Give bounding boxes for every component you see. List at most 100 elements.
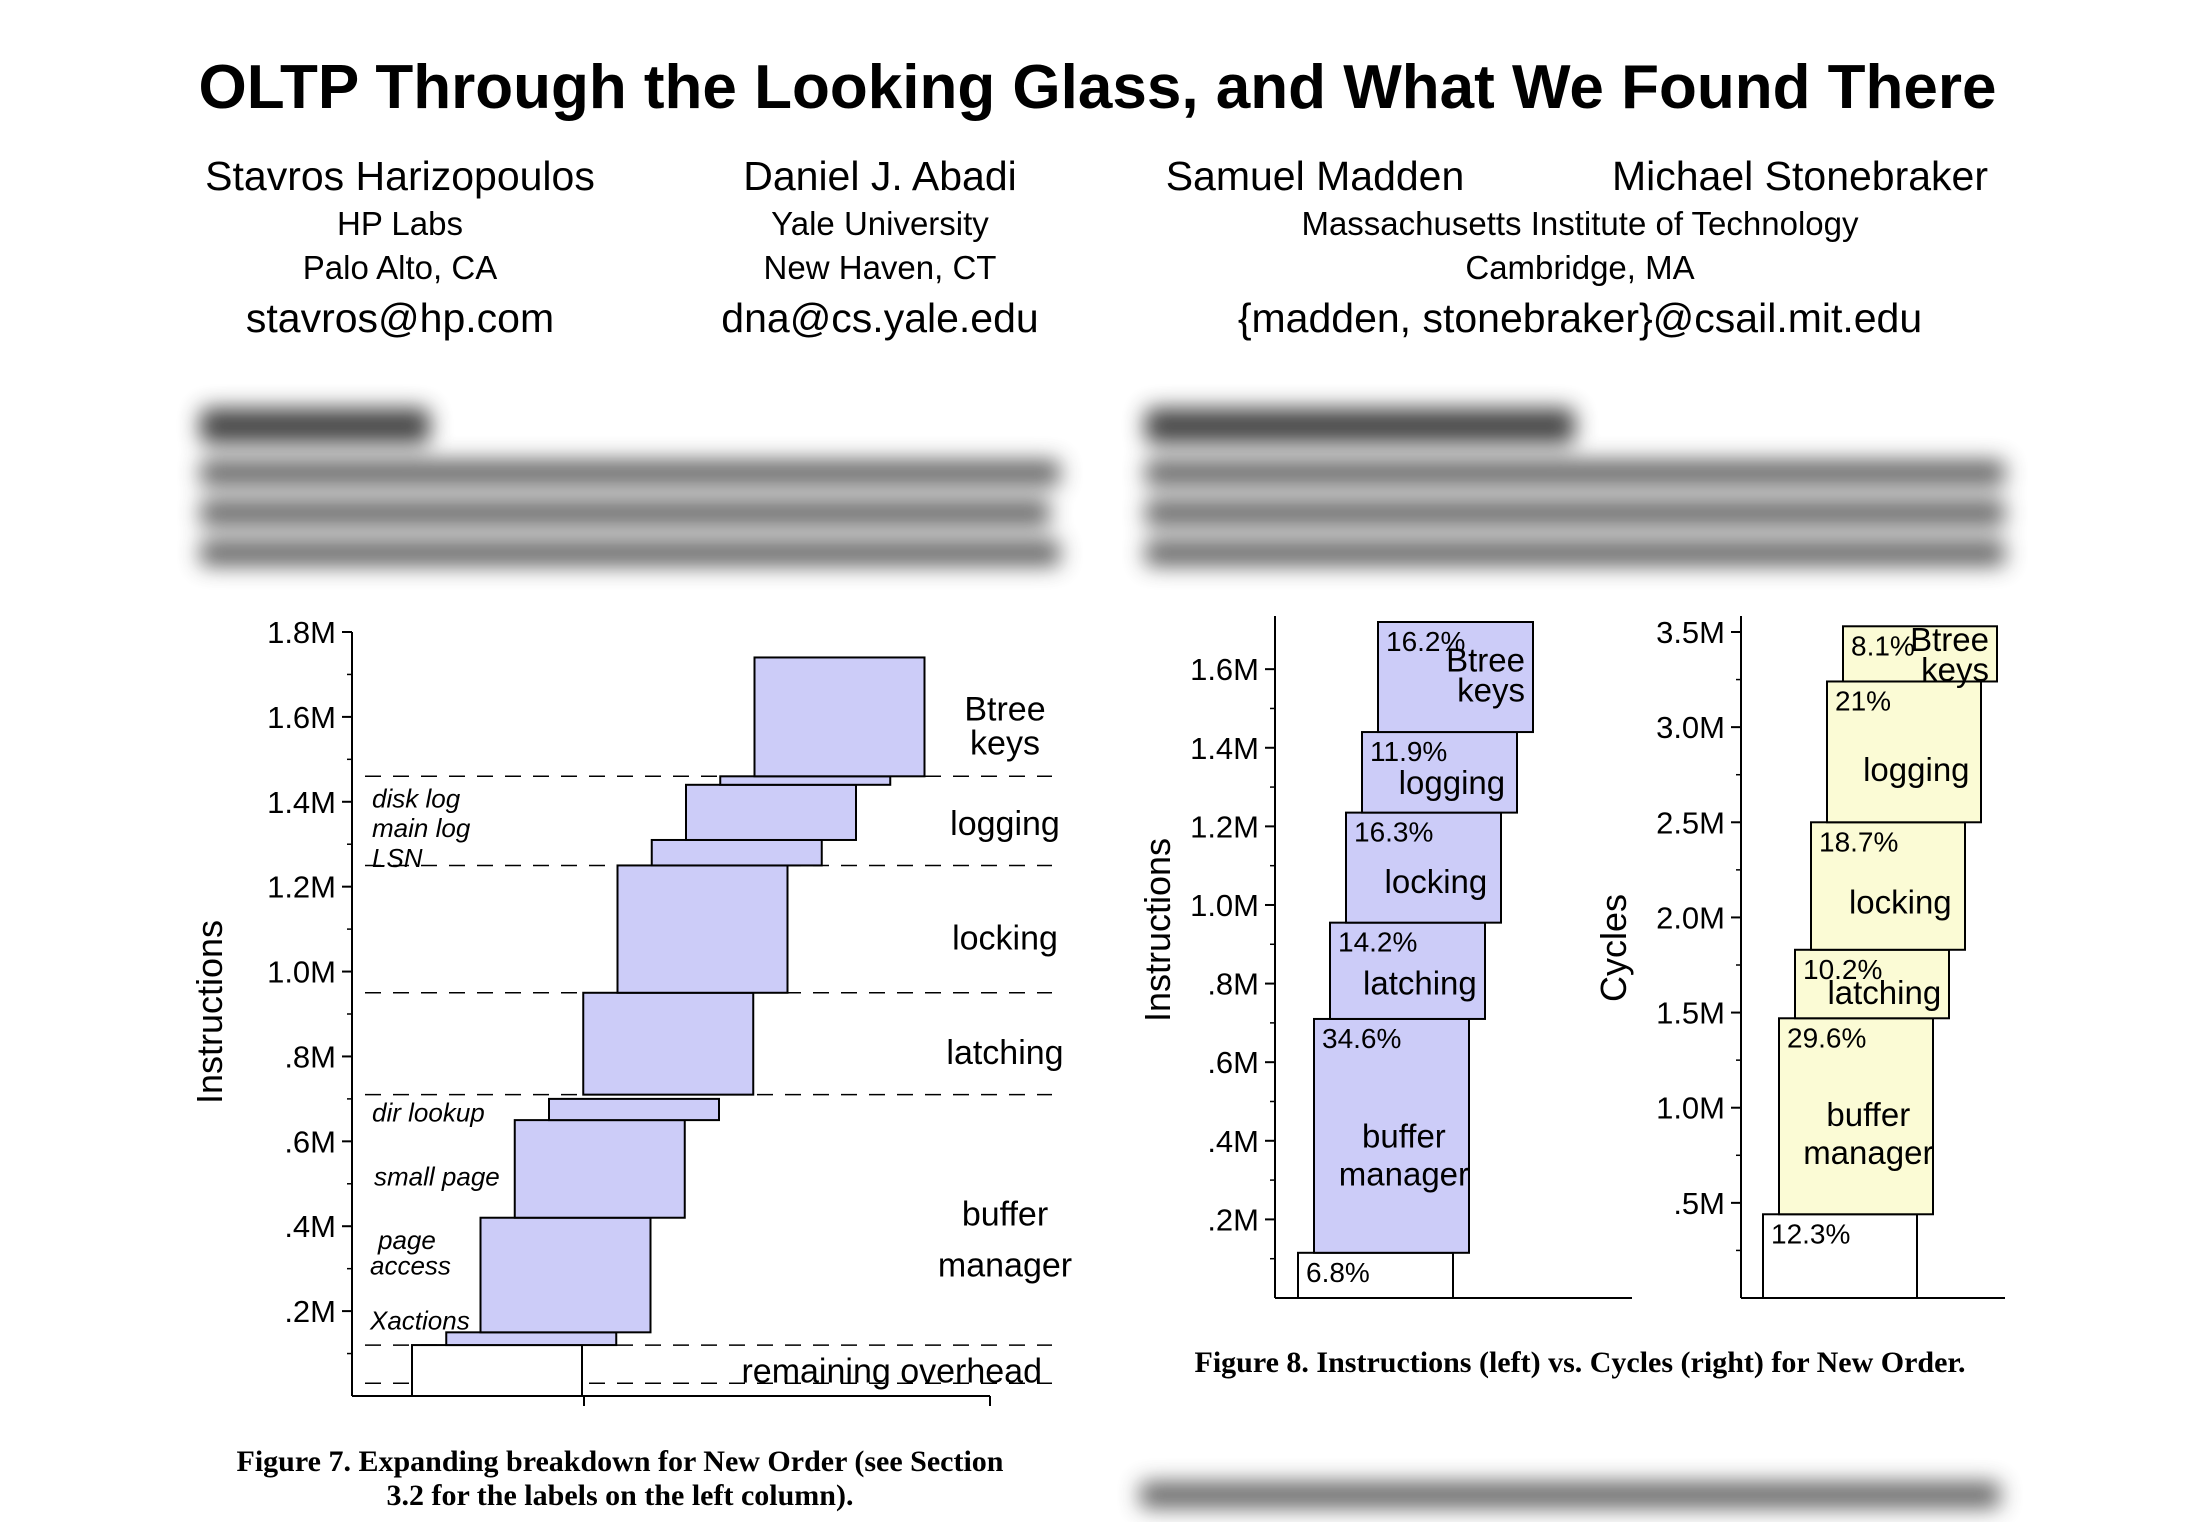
component-segment xyxy=(1794,948,1950,1020)
y-tick-label: 1.6M xyxy=(1190,652,1259,687)
y-tick-label: .8M xyxy=(284,1039,336,1074)
y-tick-label: 1.4M xyxy=(1190,731,1259,766)
percent-label: 34.6% xyxy=(1322,1023,1401,1054)
y-tick-label: .2M xyxy=(1207,1202,1259,1237)
y-tick-label: .4M xyxy=(1207,1124,1259,1159)
author-madden: Samuel Madden xyxy=(1130,150,1500,202)
author-name: Stavros Harizopoulos xyxy=(205,153,595,199)
figure8-chart: .2M .4M .6M .8M 1.0M 1.2M 1.4M 1.6M 6.8% 34.6% buf… xyxy=(1137,615,2005,1300)
segment-label: keys xyxy=(1457,672,1525,709)
figure7-y-axis-label: Instructions xyxy=(189,920,230,1104)
y-tick-label: 3.5M xyxy=(1656,615,1725,650)
segment-label: locking xyxy=(1849,883,1952,920)
left-column-label: disk log xyxy=(372,784,461,814)
component-label: logging xyxy=(950,805,1060,843)
y-tick-label: 2.0M xyxy=(1656,900,1725,935)
segment-label: manager xyxy=(1339,1156,1469,1193)
paper-title: OLTP Through the Looking Glass, and What… xyxy=(198,53,1997,122)
y-tick-label: 1.0M xyxy=(1656,1091,1725,1126)
left-column-label: main log xyxy=(372,813,471,843)
figure7-caption-line2: 3.2 for the labels on the left column). xyxy=(386,1479,854,1512)
overhead-segment xyxy=(1762,1213,1918,1300)
blurred-abstract xyxy=(180,400,1080,580)
y-tick-label: 1.4M xyxy=(267,785,336,820)
segment-label: buffer xyxy=(1826,1096,1910,1133)
author-email: stavros@hp.com xyxy=(245,295,555,341)
figure8-cycles-chart: .5M 1.0M 1.5M 2.0M 2.5M 3.0M 3.5M 12.3% 29.6% buf… xyxy=(1656,615,2005,1300)
percent-label: 14.2% xyxy=(1338,927,1417,958)
breakdown-box xyxy=(582,991,755,1096)
author-harizopoulos: Stavros Harizopoulos HP Labs Palo Alto, … xyxy=(190,150,610,346)
author-email: {madden, stonebraker}@csail.mit.edu xyxy=(1237,295,1923,341)
y-tick-label: 1.2M xyxy=(1190,809,1259,844)
figure7-caption: Figure 7. Expanding breakdown for New Or… xyxy=(170,1445,1070,1513)
percent-label: 12.3% xyxy=(1771,1218,1850,1249)
component-segment xyxy=(1377,621,1534,734)
figure8-cycles-y-label: Cycles xyxy=(1593,894,1634,1002)
percent-label: 21% xyxy=(1835,685,1891,716)
percent-label: 16.3% xyxy=(1354,817,1433,848)
segment-label: logging xyxy=(1863,751,1969,788)
blurred-introduction xyxy=(1125,400,2025,580)
component-segment xyxy=(1778,1017,1934,1216)
figure7-chart: .2M .4M .6M .8M 1.0M 1.2M 1.4M 1.6M 1.8M disk lo… xyxy=(189,615,1072,1406)
percent-label: 18.7% xyxy=(1819,826,1898,857)
percent-label: 6.8% xyxy=(1306,1257,1370,1288)
blurred-body-text xyxy=(1140,1478,2020,1518)
author-location: Palo Alto, CA xyxy=(302,249,498,286)
segment-label: latching xyxy=(1363,964,1477,1001)
breakdown-box xyxy=(685,783,857,841)
y-tick-label: .6M xyxy=(1207,1045,1259,1080)
segment-label: Btree xyxy=(1446,642,1525,679)
segment-label: logging xyxy=(1399,764,1505,801)
y-tick-label: .6M xyxy=(284,1124,336,1159)
y-tick-label: 3.0M xyxy=(1656,710,1725,745)
component-label: keys xyxy=(970,724,1040,762)
author-name: Daniel J. Abadi xyxy=(743,153,1017,199)
component-label: latching xyxy=(946,1034,1063,1072)
breakdown-box xyxy=(548,1097,720,1122)
y-tick-label: 1.6M xyxy=(267,700,336,735)
overhead-box xyxy=(411,1344,583,1397)
component-label: manager xyxy=(938,1246,1072,1284)
figure8-caption: Figure 8. Instructions (left) vs. Cycles… xyxy=(1194,1346,1966,1379)
author-mit-affiliation: Massachusetts Institute of Technology Ca… xyxy=(1130,202,2030,346)
figure8-instructions-y-label: Instructions xyxy=(1137,838,1178,1022)
component-segment xyxy=(1329,921,1486,1020)
author-stonebraker: Michael Stonebraker xyxy=(1570,150,2030,202)
author-location: Cambridge, MA xyxy=(1465,249,1695,286)
author-affiliation: Massachusetts Institute of Technology xyxy=(1301,205,1859,242)
component-segment xyxy=(1810,821,1966,951)
author-abadi: Daniel J. Abadi Yale University New Have… xyxy=(680,150,1080,346)
y-tick-label: 1.0M xyxy=(1190,888,1259,923)
breakdown-box xyxy=(719,775,892,786)
author-location: New Haven, CT xyxy=(763,249,997,286)
left-column-label: LSN xyxy=(372,843,423,873)
breakdown-box xyxy=(616,864,789,994)
component-label: Btree xyxy=(964,690,1045,728)
figure8-instructions-chart: .2M .4M .6M .8M 1.0M 1.2M 1.4M 1.6M 6.8% 34.6% buf… xyxy=(1190,616,1632,1300)
segment-label: latching xyxy=(1827,974,1941,1011)
y-tick-label: .8M xyxy=(1207,967,1259,1002)
segment-label: manager xyxy=(1803,1134,1933,1171)
segment-label: buffer xyxy=(1362,1118,1446,1155)
left-column-label: Xactions xyxy=(369,1306,470,1336)
component-label: locking xyxy=(952,920,1058,958)
author-name: Michael Stonebraker xyxy=(1611,153,1989,199)
figure7-axis: .2M .4M .6M .8M 1.0M 1.2M 1.4M 1.6M 1.8M xyxy=(267,615,991,1406)
left-column-label: access xyxy=(370,1250,451,1280)
percent-label: 16.2% xyxy=(1386,626,1465,657)
left-column-label: dir lookup xyxy=(372,1098,485,1128)
segment-label: Btree xyxy=(1910,621,1989,658)
percent-label: 8.1% xyxy=(1851,630,1915,661)
percent-label: 29.6% xyxy=(1787,1022,1866,1053)
author-email: dna@cs.yale.edu xyxy=(721,295,1039,341)
y-tick-label: .5M xyxy=(1673,1186,1725,1221)
breakdown-box xyxy=(753,656,926,778)
breakdown-box xyxy=(650,838,823,867)
author-affiliation: HP Labs xyxy=(337,205,463,242)
author-name: Samuel Madden xyxy=(1165,153,1465,199)
left-column-label: small page xyxy=(374,1161,500,1191)
y-tick-label: .4M xyxy=(284,1209,336,1244)
